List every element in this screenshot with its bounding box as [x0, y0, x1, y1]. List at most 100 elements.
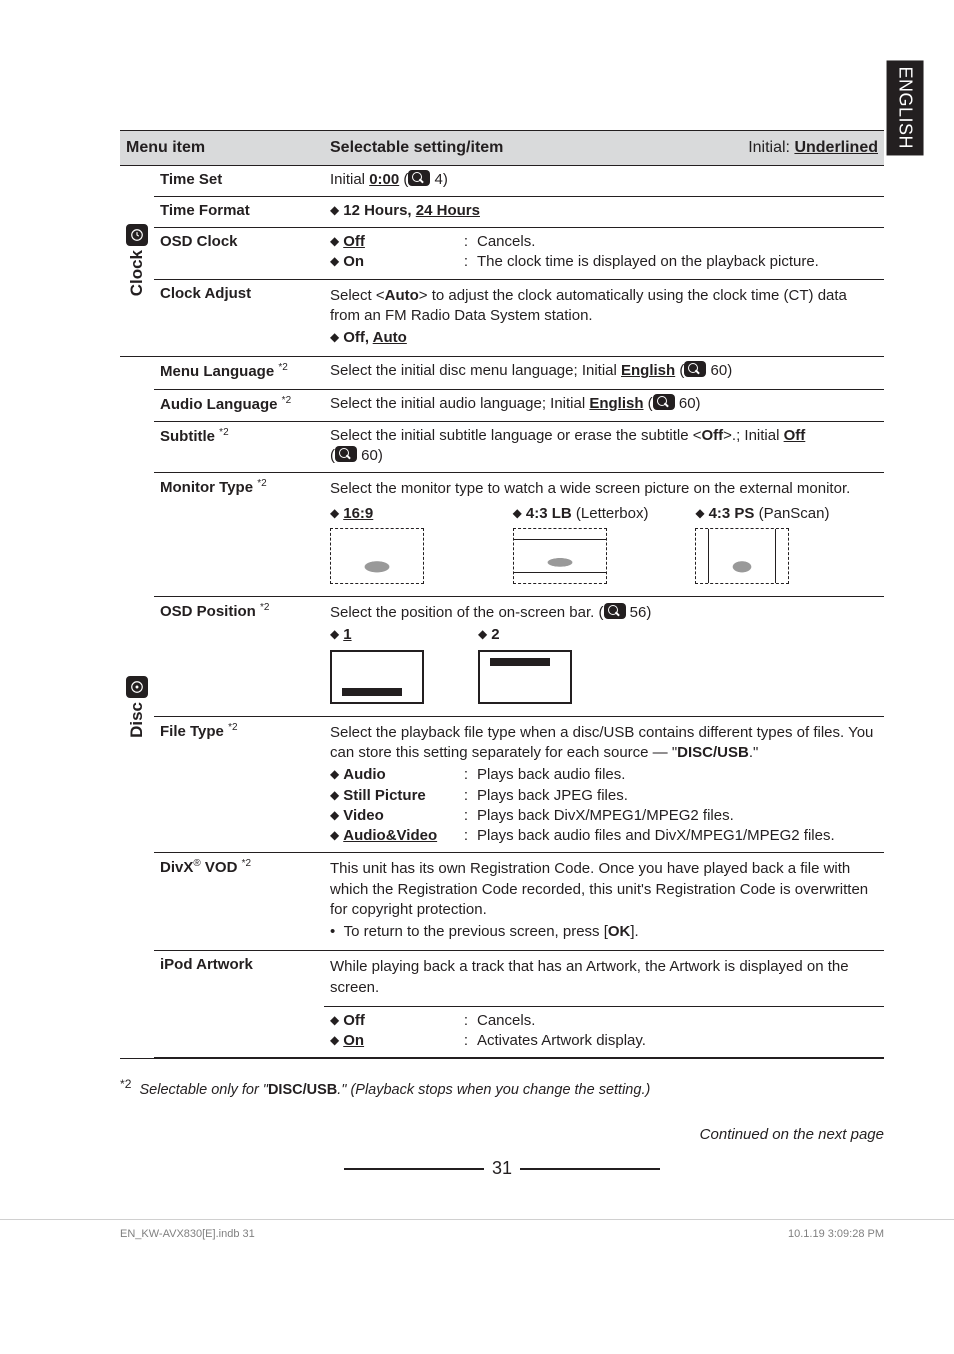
option-off: Off [330, 232, 455, 252]
row-audio-language: Audio Language *2 Select the initial aud… [120, 389, 884, 421]
page-ref-icon [653, 394, 675, 410]
thumb-panscan [695, 528, 789, 584]
row-subtitle: Subtitle *2 Select the initial subtitle … [120, 421, 884, 473]
header-underlined: Underlined [794, 139, 878, 156]
colon: : [461, 252, 471, 272]
text: 2 [491, 626, 499, 643]
text: ." [749, 744, 759, 761]
value: English [589, 395, 643, 412]
header-menu-item: Menu item [120, 131, 324, 166]
footnote-marker: *2 [120, 1077, 131, 1091]
desc: Plays back DivX/MPEG1/MPEG2 files. [477, 806, 878, 826]
label-file-type: File Type *2 [154, 716, 324, 853]
detail-time-format: 12 Hours, 24 Hours [324, 196, 884, 227]
text: Select the initial disc menu language; I… [330, 362, 621, 379]
settings-table: Menu item Selectable setting/item Initia… [120, 130, 884, 1059]
text: This unit has its own Registration Code.… [330, 859, 878, 920]
footer-right: 10.1.19 3:09:28 PM [788, 1228, 884, 1240]
page-ref-icon [335, 446, 357, 462]
desc: Plays back audio files and DivX/MPEG1/MP… [477, 826, 878, 846]
text: While playing back a track that has an A… [330, 957, 878, 998]
option-pos-2: 2 [478, 625, 596, 710]
row-file-type: File Type *2 Select the playback file ty… [120, 716, 884, 853]
text: On [343, 253, 364, 270]
detail-ipod-artwork-desc: While playing back a track that has an A… [324, 951, 884, 1007]
category-disc: Disc [120, 357, 154, 1059]
row-osd-clock: OSD Clock Off : Cancels. On : The clock … [120, 228, 884, 280]
label-ipod-artwork: iPod Artwork [154, 951, 324, 1059]
text: Off [701, 427, 723, 444]
category-clock-label: Clock [126, 250, 149, 296]
option-off: Off [330, 1011, 455, 1031]
option-4-3-lb: 4:3 LB (Letterbox) [513, 504, 696, 591]
text: Auto [373, 329, 407, 346]
option-av: Audio&Video [330, 826, 455, 846]
text: 4:3 PS [709, 505, 755, 522]
row-monitor-type: Monitor Type *2 Select the monitor type … [120, 473, 884, 597]
clock-icon [126, 224, 148, 246]
text: 16:9 [343, 505, 373, 522]
label-osd-clock: OSD Clock [154, 228, 324, 280]
text: 24 Hours [416, 202, 480, 219]
desc: Plays back audio files. [477, 765, 878, 785]
detail-clock-adjust: Select <Auto> to adjust the clock automa… [324, 279, 884, 357]
value: 0:00 [369, 171, 399, 188]
text: DISC/USB [268, 1082, 337, 1098]
text: Select < [330, 287, 385, 304]
detail-divx-vod: This unit has its own Registration Code.… [324, 853, 884, 951]
page-number-value: 31 [492, 1158, 512, 1178]
colon: : [461, 232, 471, 252]
label-subtitle: Subtitle *2 [154, 421, 324, 473]
row-menu-language: Disc Menu Language *2 Select the initial… [120, 357, 884, 389]
detail-menu-language: Select the initial disc menu language; I… [324, 357, 884, 389]
text: 60) [357, 447, 383, 464]
row-time-format: Time Format 12 Hours, 24 Hours [120, 196, 884, 227]
text: Initial [330, 171, 369, 188]
row-time-set: Clock Time Set Initial 0:00 ( 4) [120, 165, 884, 196]
table-header: Menu item Selectable setting/item Initia… [120, 131, 884, 166]
text: (PanScan) [754, 505, 829, 522]
label-time-set: Time Set [154, 165, 324, 196]
continued-note: Continued on the next page [120, 1126, 884, 1143]
label-clock-adjust: Clock Adjust [154, 279, 324, 357]
text: Off, [343, 329, 372, 346]
thumb-letterbox [513, 528, 607, 584]
desc: Activates Artwork display. [477, 1031, 878, 1051]
thumb-pos-2 [478, 650, 572, 704]
desc: Plays back JPEG files. [477, 786, 878, 806]
text: ( [644, 395, 653, 412]
label-osd-position: OSD Position *2 [154, 597, 324, 717]
desc: Cancels. [477, 232, 878, 252]
page-number: 31 [120, 1158, 884, 1179]
text: 4:3 LB [526, 505, 572, 522]
category-clock: Clock [120, 165, 154, 357]
header-initial: Initial: [748, 139, 790, 156]
thumb-pos-1 [330, 650, 424, 704]
desc: The clock time is displayed on the playb… [477, 252, 878, 272]
thumb-16-9 [330, 528, 424, 584]
option-still: Still Picture [330, 786, 455, 806]
row-ipod-artwork: iPod Artwork While playing back a track … [120, 951, 884, 1007]
category-disc-label: Disc [126, 702, 149, 738]
option: Off, Auto [330, 328, 878, 348]
text: Off [343, 233, 365, 250]
header-initial-wrap: Initial: Underlined [748, 137, 878, 159]
header-selectable-text: Selectable setting/item [330, 139, 503, 156]
desc: Cancels. [477, 1011, 878, 1031]
text: >.; Initial [723, 427, 783, 444]
text: ( [399, 171, 408, 188]
label-monitor-type: Monitor Type *2 [154, 473, 324, 597]
detail-ipod-artwork-opts: Off:Cancels. On:Activates Artwork displa… [324, 1006, 884, 1058]
option-video: Video [330, 806, 455, 826]
detail-osd-position: Select the position of the on-screen bar… [324, 597, 884, 717]
page-ref-icon [604, 603, 626, 619]
text: Select the playback file type when a dis… [330, 724, 873, 761]
value: English [621, 362, 675, 379]
text: 1 [343, 626, 351, 643]
text: Select the initial audio language; Initi… [330, 395, 589, 412]
value: Off [784, 427, 806, 444]
detail-monitor-type: Select the monitor type to watch a wide … [324, 473, 884, 597]
bullet: • To return to the previous screen, pres… [330, 922, 878, 942]
label-audio-language: Audio Language *2 [154, 389, 324, 421]
text: 12 Hours, [343, 202, 416, 219]
